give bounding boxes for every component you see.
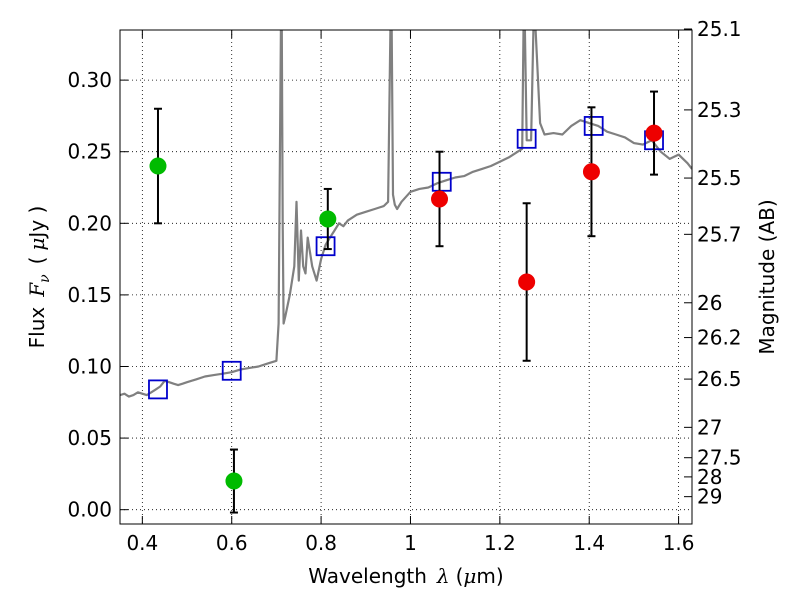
y2-tick-label: 28	[697, 465, 722, 489]
model-square-point	[583, 116, 604, 136]
x-axis-unit-open: (	[456, 564, 464, 588]
y2-tick-label: 26	[697, 291, 722, 315]
y-tick-label: 0.10	[67, 354, 112, 378]
y2-tick-label: 25.7	[697, 222, 742, 246]
observed-point	[225, 472, 243, 490]
y-axis-unit-open: (	[25, 257, 49, 265]
y2-tick-label: 29	[697, 485, 722, 509]
marker-layer	[148, 90, 664, 514]
y2-tick-label: 25.1	[697, 17, 742, 41]
y-axis-label: Flux Fν ( μJy )	[25, 206, 53, 349]
observed-point	[518, 273, 536, 291]
x-tick-label: 1.4	[573, 531, 605, 555]
gridlines	[120, 30, 692, 524]
x-tick-label: 1	[404, 531, 417, 555]
y2-tick-label: 26.2	[697, 326, 742, 350]
y-axis-nu: ν	[37, 274, 53, 283]
y2-tick-label: 27.5	[697, 446, 742, 470]
x-tick-label: 1.6	[663, 531, 695, 555]
y2-tick-label: 27	[697, 415, 722, 439]
model-square-point	[315, 236, 336, 257]
x-axis-label-text: Wavelength	[308, 564, 427, 588]
observed-point	[431, 190, 449, 208]
observed-point	[149, 157, 167, 175]
spectrum-line	[120, 30, 692, 398]
model-square-point	[516, 128, 537, 149]
x-tick-label: 1.2	[484, 531, 516, 555]
x-axis-lambda: λ	[436, 564, 450, 588]
y-tick-label: 0.30	[67, 68, 112, 92]
y-axis-label-text: Flux	[25, 307, 49, 349]
x-axis-unit-mu: μ	[463, 564, 476, 588]
y2-axis-label: Magnitude (AB)	[755, 199, 779, 354]
x-axis-label: Wavelength λ (μm)	[308, 564, 503, 588]
y-tick-label: 0.15	[67, 283, 112, 307]
observed-point	[319, 210, 337, 228]
y2-tick-label: 26.5	[697, 367, 742, 391]
x-tick-label: 0.4	[126, 531, 158, 555]
plot-frame	[119, 29, 693, 525]
observed-point	[582, 163, 600, 181]
tick-layer: 0.4 0.6 0.8 1 1.2 1.4 1.6 0.00 0.05 0.10 0.15 0.20 0…	[67, 17, 741, 555]
y-tick-label: 0.00	[67, 498, 112, 522]
observed-point	[645, 124, 663, 142]
y-tick-label: 0.25	[67, 140, 112, 164]
y-tick-label: 0.20	[67, 211, 112, 235]
model-square-point	[221, 360, 242, 381]
x-tick-label: 0.8	[305, 531, 337, 555]
y-axis-F: F	[25, 282, 49, 298]
spectrum-layer	[120, 30, 692, 398]
y-tick-label: 0.05	[67, 426, 112, 450]
model-square-point	[148, 379, 168, 400]
x-axis-unit-rest: m)	[476, 564, 503, 588]
x-tick-label: 0.6	[216, 531, 248, 555]
y-axis-unit-rest: Jy )	[25, 206, 49, 240]
y-axis-unit-mu: μ	[25, 238, 49, 251]
y2-tick-label: 25.5	[697, 166, 742, 190]
y2-tick-label: 25.3	[697, 98, 742, 122]
